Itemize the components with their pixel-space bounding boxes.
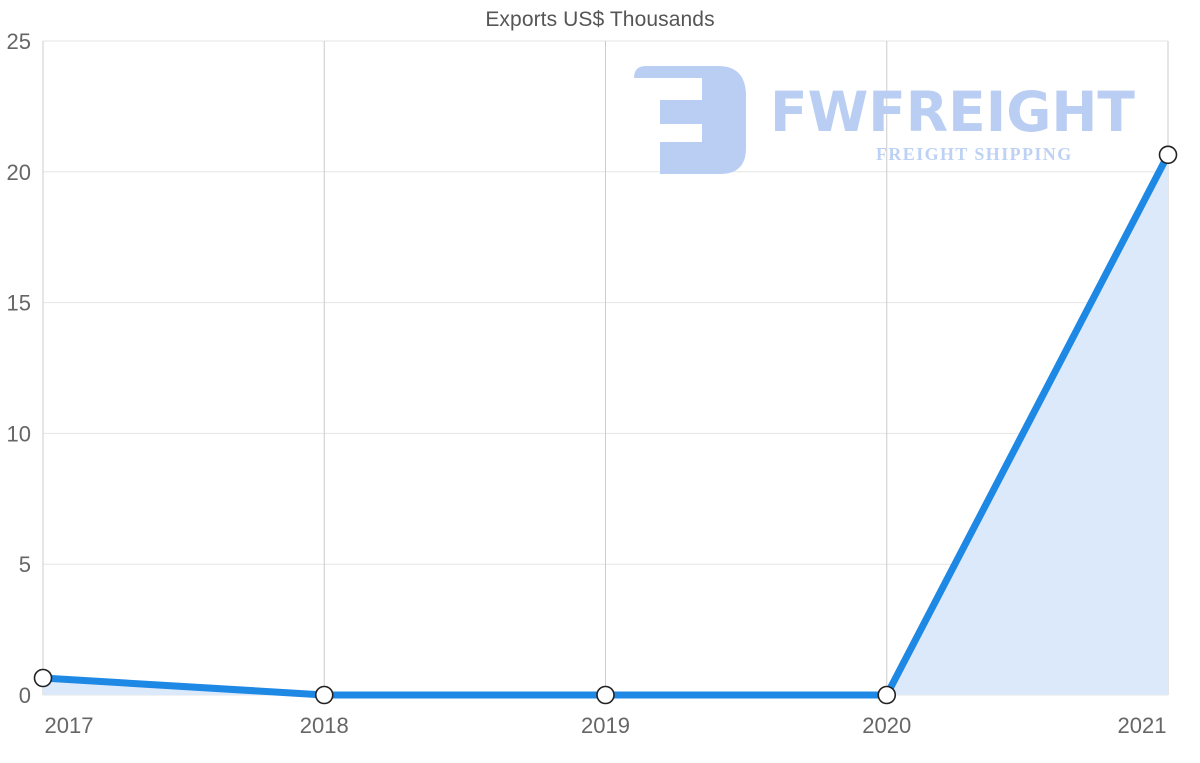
x-axis-tick-label: 2019 xyxy=(581,713,630,738)
x-axis-tick-label: 2021 xyxy=(1118,713,1167,738)
x-axis-tick-label: 2020 xyxy=(862,713,911,738)
x-axis-tick-label: 2017 xyxy=(45,713,94,738)
y-axis-tick-label: 15 xyxy=(7,291,31,316)
x-axis-tick-labels: 2017 2018 2019 2020 2021 xyxy=(45,713,1167,738)
chart-title: Exports US$ Thousands xyxy=(485,8,715,31)
data-point-marker xyxy=(596,685,615,705)
y-axis-tick-label: 25 xyxy=(7,29,31,54)
y-axis-tick-label: 0 xyxy=(19,683,31,708)
series-area xyxy=(43,154,1168,695)
y-axis-tick-label: 5 xyxy=(19,552,31,577)
chart-data-markers xyxy=(33,145,1178,705)
y-axis-tick-labels: 0 5 10 15 20 25 xyxy=(7,29,31,708)
y-axis-tick-label: 10 xyxy=(7,421,31,446)
y-axis-tick-label: 20 xyxy=(7,160,31,185)
x-axis-tick-label: 2018 xyxy=(300,713,349,738)
data-point-marker xyxy=(33,668,53,688)
chart-area-fill xyxy=(43,154,1168,695)
data-point-marker xyxy=(877,685,897,705)
data-point-marker xyxy=(314,685,334,705)
data-point-marker xyxy=(1158,145,1178,165)
